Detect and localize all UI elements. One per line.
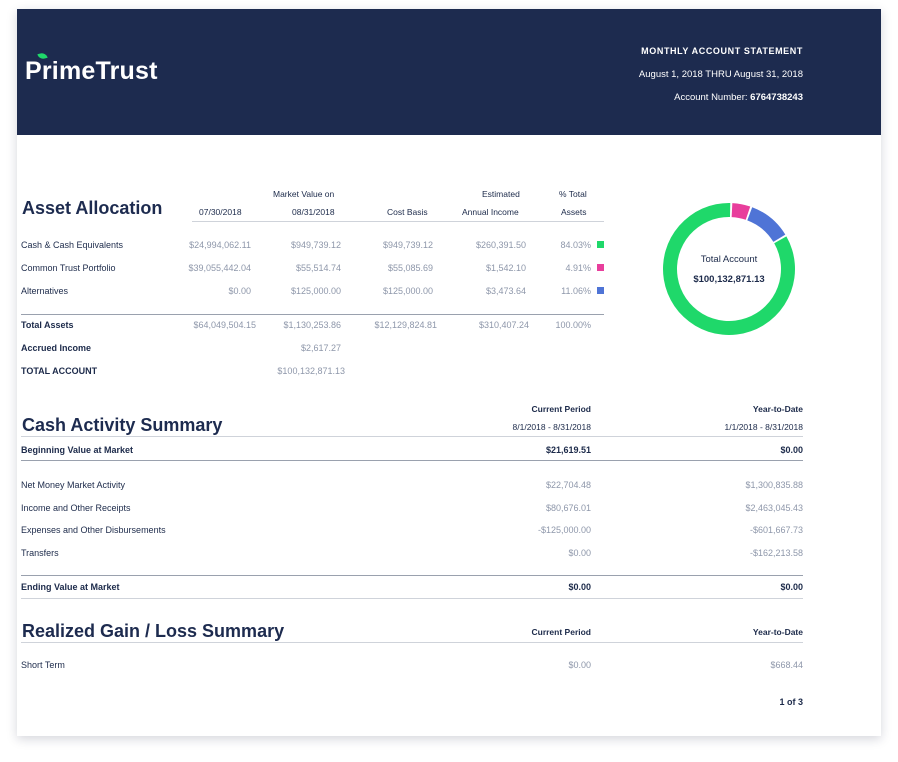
value-cell: $125,000.00 [382,286,433,296]
value-cell: $949,739.12 [382,240,433,250]
value-cell: $0.00 [780,445,803,455]
value-cell: $310,407.24 [478,320,529,330]
row-label: Beginning Value at Market [21,445,134,455]
col-annual-income: Annual Income [462,207,519,217]
pct-cell: 100.00% [555,320,591,330]
value-cell: $3,473.64 [485,286,526,296]
col-estimated-top: Estimated [482,189,520,199]
value-cell: $22,704.48 [545,480,591,490]
value-cell: $39,055,442.04 [188,263,251,273]
value-cell: $2,463,045.43 [745,503,803,513]
pct-cell: 84.03% [560,240,591,250]
account-number: Account Number: 6764738243 [674,92,803,103]
col-ytd-range: 1/1/2018 - 8/31/2018 [724,422,803,432]
col-date-2: 08/31/2018 [292,207,335,217]
donut-value: $100,132,871.13 [693,274,765,285]
value-cell: -$125,000.00 [537,525,591,535]
page-number: 1 of 3 [779,697,803,707]
legend-swatch [597,287,604,294]
col-date-1: 07/30/2018 [199,207,242,217]
col-ytd: Year-to-Date [752,404,803,414]
allocation-donut-chart: Total Account $100,132,871.13 [655,195,803,343]
realized-col-current: Current Period [531,627,591,637]
row-label: Ending Value at Market [21,582,120,592]
donut-svg [663,203,795,335]
row-label: Expenses and Other Disbursements [21,525,166,535]
realized-gain-loss-title: Realized Gain / Loss Summary [22,621,285,641]
col-current-period: Current Period [531,404,591,414]
legend-swatch [597,241,604,248]
value-cell: $668.44 [770,660,803,670]
row-label: Total Assets [21,320,74,330]
row-label: Transfers [21,548,59,558]
value-cell: $100,132,871.13 [277,366,345,376]
cash-header-rule [21,436,803,437]
col-current-range: 8/1/2018 - 8/31/2018 [512,422,591,432]
value-cell: $64,049,504.15 [193,320,256,330]
value-cell: $125,000.00 [290,286,341,296]
col-cost-basis: Cost Basis [387,207,428,217]
col-pct-top: % Total [559,189,587,199]
value-cell: $1,300,835.88 [745,480,803,490]
value-cell: $80,676.01 [545,503,591,513]
value-cell: $24,994,062.11 [189,240,251,250]
value-cell: $260,391.50 [475,240,526,250]
value-cell: $12,129,824.81 [374,320,437,330]
header-rule [192,221,604,222]
value-cell: $0.00 [780,582,803,592]
col-market-value-top: Market Value on [273,189,335,199]
value-cell: $1,130,253.86 [283,320,341,330]
realized-col-ytd: Year-to-Date [752,627,803,637]
donut-label: Total Account [700,254,758,265]
value-cell: $949,739.12 [290,240,341,250]
row-label: Common Trust Portfolio [21,263,116,273]
statement-header: PrimeTrust MONTHLY ACCOUNT STATEMENT Aug… [17,9,881,135]
row-label: TOTAL ACCOUNT [21,366,98,376]
value-cell: -$162,213.58 [749,548,803,558]
value-cell: $21,619.51 [545,445,591,455]
legend-swatch [597,264,604,271]
ending-bottom-rule [21,598,803,599]
value-cell: $1,542.10 [485,263,526,273]
statement-period: August 1, 2018 THRU August 31, 2018 [638,69,803,80]
cash-activity-title: Cash Activity Summary [22,415,223,435]
row-label: Net Money Market Activity [21,480,126,490]
donut-slice-alternatives [747,207,786,242]
value-cell: $55,085.69 [387,263,433,273]
primetrust-logo: PrimeTrust [25,51,158,86]
value-cell: $2,617.27 [300,343,341,353]
asset-allocation-title: Asset Allocation [22,198,163,218]
row-label: Alternatives [21,286,69,296]
row-label: Income and Other Receipts [21,503,131,513]
statement-title: MONTHLY ACCOUNT STATEMENT [641,46,803,56]
pct-cell: 11.06% [561,286,591,296]
value-cell: $0.00 [568,660,591,670]
value-cell: -$601,667.73 [749,525,803,535]
value-cell: $0.00 [568,582,591,592]
realized-header-rule [21,642,803,643]
beginning-rule [21,460,803,461]
donut-slice-common-trust-portfolio [731,203,751,220]
statement-sheet: PrimeTrust MONTHLY ACCOUNT STATEMENT Aug… [17,9,881,736]
row-label: Cash & Cash Equivalents [21,240,124,250]
value-cell: $0.00 [228,286,251,296]
totals-rule [21,314,604,315]
col-pct-assets: Assets [561,207,587,217]
value-cell: $0.00 [568,548,591,558]
pct-cell: 4.91% [565,263,591,273]
row-label: Accrued Income [21,343,92,353]
row-label: Short Term [21,660,65,670]
value-cell: $55,514.74 [295,263,341,273]
ending-top-rule [21,575,803,576]
